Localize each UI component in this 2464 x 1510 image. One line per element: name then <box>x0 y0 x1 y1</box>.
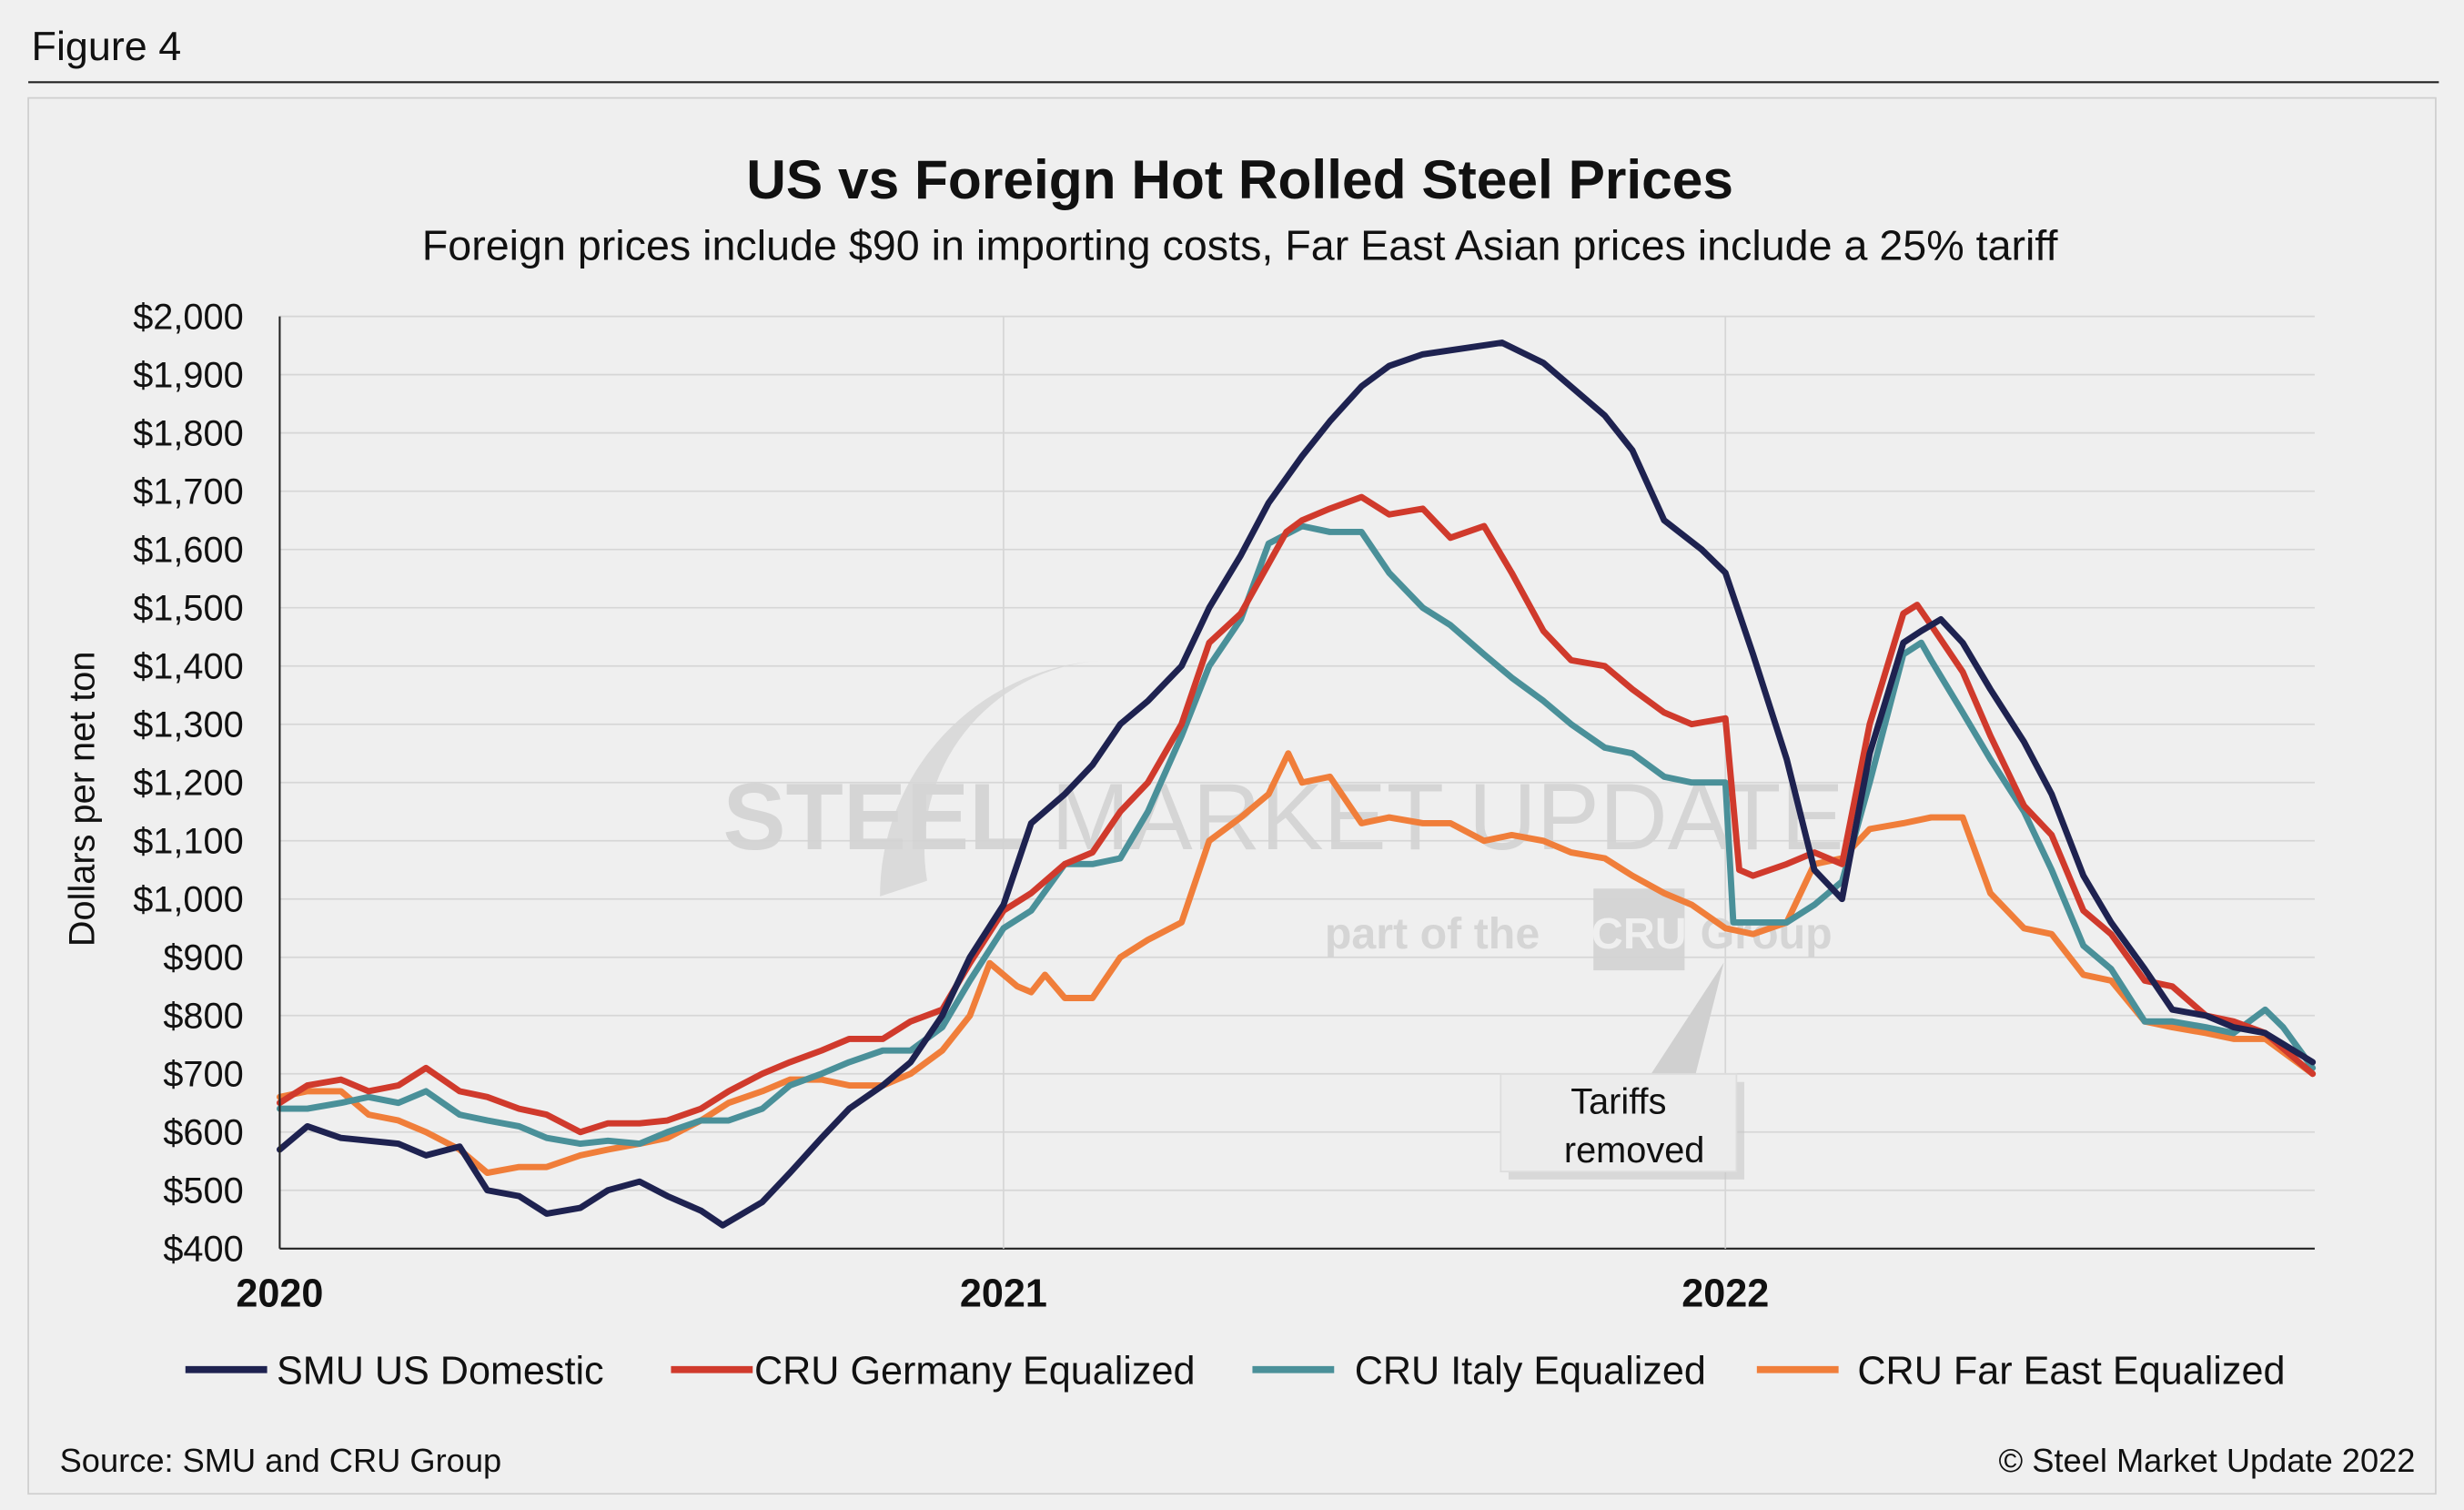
y-tick-label: $1,100 <box>133 822 243 862</box>
y-tick-labels: $400 $500 $600 $700 $800 $900 $1,000 $1,100 $1,2… <box>133 297 243 1269</box>
y-tick-label: $800 <box>163 997 243 1037</box>
series-line-smu-us-domestic <box>276 339 2317 1229</box>
gridlines <box>279 315 2315 1250</box>
legend-label: CRU Far East Equalized <box>1857 1349 2285 1393</box>
y-tick-label: $400 <box>163 1230 243 1270</box>
y-tick-label: $2,000 <box>133 297 243 337</box>
x-tick-label: 2022 <box>1681 1272 1769 1316</box>
series-lines <box>276 339 2317 1229</box>
watermark-logo-box <box>1593 888 1685 971</box>
legend-label: CRU Italy Equalized <box>1355 1349 1706 1393</box>
y-tick-label: $1,500 <box>133 589 243 629</box>
callout-line1: Tariffs <box>1570 1081 1666 1121</box>
y-tick-label: $1,200 <box>133 764 243 804</box>
y-tick-label: $1,700 <box>133 471 243 512</box>
x-tick-labels: 2020 2021 2022 <box>236 1272 1769 1316</box>
y-tick-label: $500 <box>163 1171 243 1211</box>
series-line-cru-italy-equalized <box>276 522 2317 1148</box>
y-tick-label: $1,000 <box>133 880 243 920</box>
y-axis-label: Dollars per net ton <box>63 652 103 948</box>
source-note: Source: SMU and CRU Group <box>60 1442 502 1479</box>
callout-line2: removed <box>1564 1130 1705 1171</box>
y-tick-label: $900 <box>163 938 243 978</box>
watermark-swoosh <box>880 660 1100 897</box>
y-tick-label: $1,900 <box>133 355 243 395</box>
callout-box <box>1500 1073 1738 1173</box>
y-tick-label: $1,300 <box>133 705 243 745</box>
watermark: STEEL MARKET UPDATE part of the CRU Grou… <box>722 660 1843 971</box>
y-tick-label: $700 <box>163 1055 243 1095</box>
y-tick-label: $600 <box>163 1113 243 1153</box>
chart-title: US vs Foreign Hot Rolled Steel Prices <box>746 148 1733 210</box>
watermark-logo: CRU <box>1591 909 1687 958</box>
legend: SMU US Domestic CRU Germany Equalized CRU … <box>185 1349 2285 1393</box>
series-line-cru-germany-equalized <box>276 493 2317 1136</box>
figure-label: Figure 4 <box>32 23 182 69</box>
y-tick-label: $1,600 <box>133 531 243 571</box>
x-tick-label: 2021 <box>960 1272 1047 1316</box>
y-tick-label: $1,800 <box>133 413 243 453</box>
x-tick-label: 2020 <box>236 1272 323 1316</box>
watermark-subtext: part of the <box>1325 909 1540 958</box>
annotation-callout: Tariffs removed <box>1500 962 1745 1180</box>
legend-label: CRU Germany Equalized <box>754 1349 1196 1393</box>
chart-subtitle: Foreign prices include $90 in importing … <box>422 221 2059 269</box>
legend-label: SMU US Domestic <box>277 1349 604 1393</box>
y-tick-label: $1,400 <box>133 647 243 687</box>
chart-frame <box>27 96 2437 1495</box>
watermark-subtext-2: Group <box>1701 909 1833 958</box>
copyright-note: © Steel Market Update 2022 <box>1999 1442 2416 1479</box>
